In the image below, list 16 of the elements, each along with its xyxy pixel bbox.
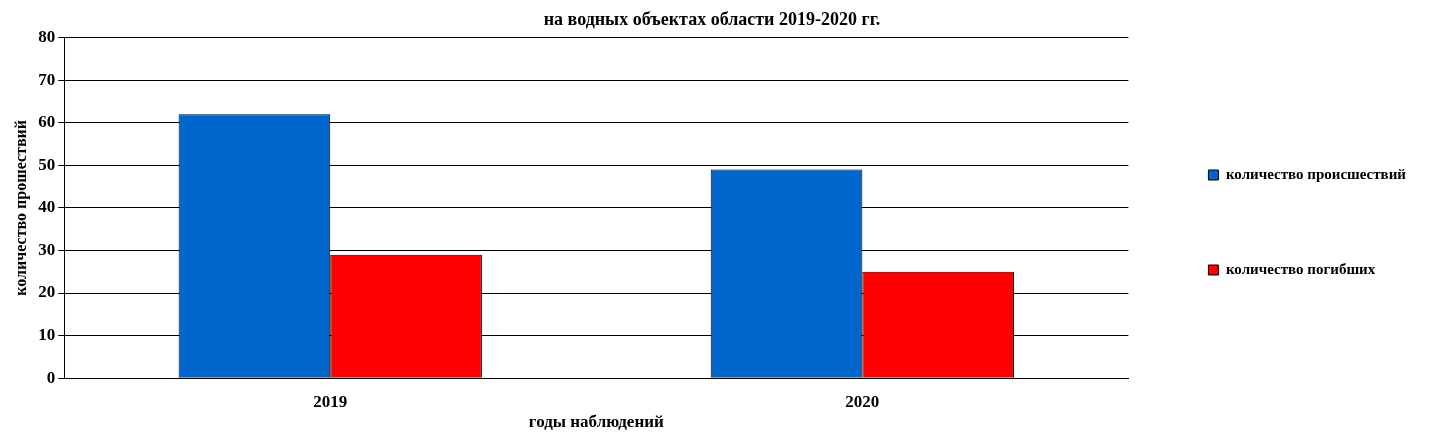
x-tick-label: 2019 bbox=[313, 391, 348, 411]
y-tick-label: 20 bbox=[38, 282, 56, 302]
y-tick-label: 70 bbox=[38, 69, 56, 89]
legend-label: количество происшествий bbox=[1225, 165, 1407, 182]
y-tick-label: 10 bbox=[38, 325, 56, 345]
y-tick-label: 60 bbox=[38, 112, 56, 132]
y-tick-label: 30 bbox=[38, 239, 56, 259]
x-axis-title: годы наблюдений bbox=[528, 412, 664, 432]
x-tick-label: 2020 bbox=[845, 391, 880, 411]
y-tick-label: 40 bbox=[38, 197, 56, 217]
y-tick-label: 80 bbox=[38, 26, 56, 46]
y-axis-title: количество прошествий bbox=[11, 120, 30, 296]
legend-label: количество погибших bbox=[1225, 260, 1376, 277]
chart-title: на водных объектах области 2019-2020 гг. bbox=[543, 9, 881, 30]
y-tick-label: 50 bbox=[38, 154, 56, 174]
y-tick-label: 0 bbox=[46, 367, 56, 387]
